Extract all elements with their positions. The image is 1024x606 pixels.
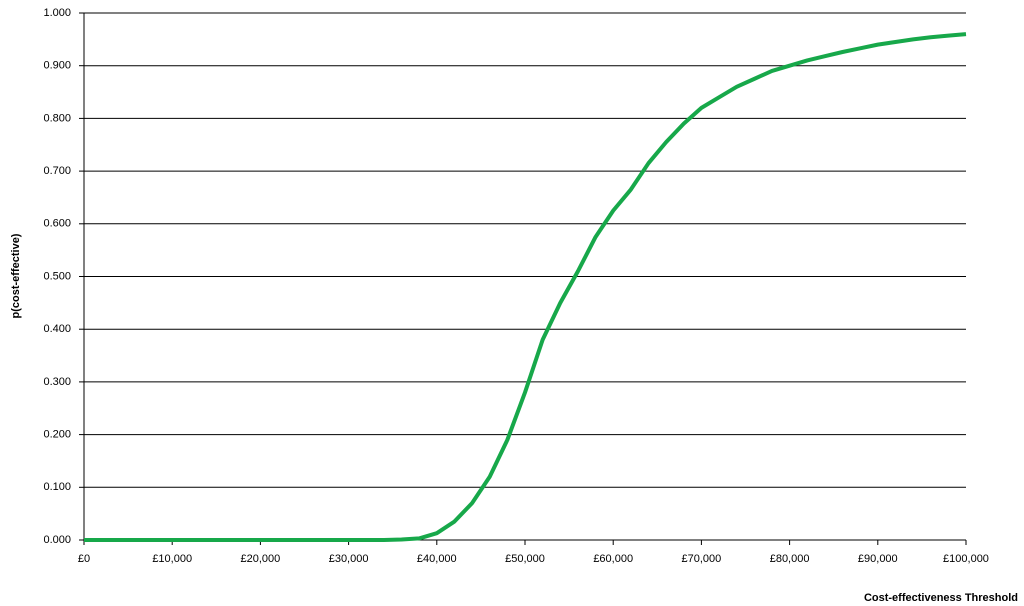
y-tick-label: 1.000 bbox=[43, 7, 71, 19]
x-tick-label: £20,000 bbox=[241, 553, 281, 565]
x-tick-label: £0 bbox=[78, 553, 90, 565]
x-tick-label: £50,000 bbox=[505, 553, 545, 565]
x-axis-title: Cost-effectiveness Threshold bbox=[864, 592, 1018, 604]
x-tick-label: £60,000 bbox=[593, 553, 633, 565]
y-tick-label: 0.800 bbox=[43, 112, 71, 124]
series-line bbox=[84, 32, 967, 542]
x-tick-label: £30,000 bbox=[329, 553, 369, 565]
y-tick-label: 0.500 bbox=[43, 270, 71, 282]
y-axis-title: p(cost-effective) bbox=[10, 233, 22, 318]
y-tick-label: 0.600 bbox=[43, 218, 71, 230]
y-tick-label: 0.200 bbox=[43, 429, 71, 441]
y-tick-label: 0.900 bbox=[43, 60, 71, 72]
y-tick-label: 0.000 bbox=[43, 534, 71, 546]
y-tick-label: 0.700 bbox=[43, 165, 71, 177]
y-tick-label: 0.400 bbox=[43, 323, 71, 335]
x-tick-label: £70,000 bbox=[682, 553, 722, 565]
y-tick-label: 0.100 bbox=[43, 481, 71, 493]
x-tick-label: £10,000 bbox=[152, 553, 192, 565]
x-tick-label: £100,000 bbox=[943, 553, 989, 565]
x-tick-label: £90,000 bbox=[858, 553, 898, 565]
x-tick-label: £80,000 bbox=[770, 553, 810, 565]
x-tick-label: £40,000 bbox=[417, 553, 457, 565]
y-tick-label: 0.300 bbox=[43, 376, 71, 388]
